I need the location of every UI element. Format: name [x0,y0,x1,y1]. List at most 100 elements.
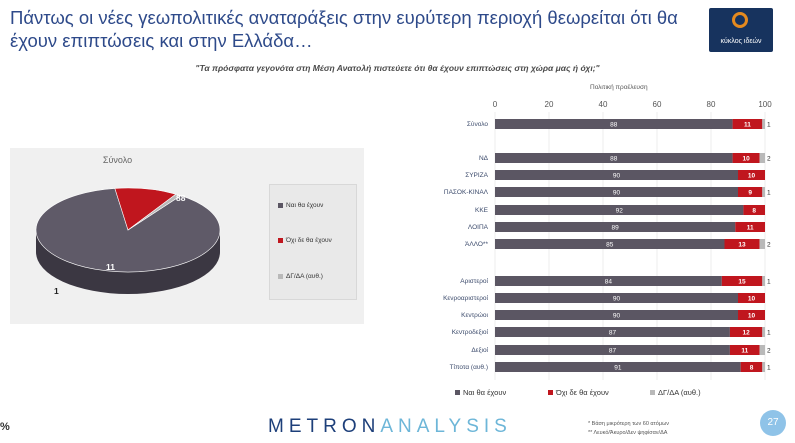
bar-legend-yes: Ναι θα έχουν [455,388,506,397]
pie-label-no: 11 [106,262,115,272]
bar-segment [495,222,736,232]
bar-value-label: 89 [612,225,620,232]
bar-segment [732,153,760,163]
bar-value-label: 1 [767,279,771,286]
bar-segment [759,153,765,163]
bar-value-label: 10 [748,296,756,303]
bar-value-label: 1 [767,122,771,129]
bar-segment [729,345,760,355]
bar-value-label: 88 [610,122,618,129]
pie-legend-no: Όχι δε θα έχουν [278,237,332,244]
bar-segment [495,119,733,129]
brand-part-2: ANALYSIS [380,416,512,437]
bar-segment [762,362,765,372]
bar-legend-swatch-yes [455,390,460,395]
row-label-centre: Κεντρώοι [461,312,488,319]
row-label-syriza: ΣΥΡΙΖΑ [465,172,488,179]
bar-segment [738,170,765,180]
brand-part-1: METRON [268,416,381,437]
bar-value-label: 88 [610,156,618,163]
row-label-total: Σύνολο [466,121,488,128]
bar-segment [495,153,733,163]
bar-value-label: 15 [738,279,746,286]
bar-value-label: 11 [744,122,751,129]
row-label-centre-left: Κενροαριστεροί [443,295,488,302]
bar-segment [495,239,725,249]
pie-legend: Ναι θα έχουν Όχι δε θα έχουν ΔΓ/ΔΑ (αυθ.… [269,184,357,300]
bar-value-label: 90 [613,190,621,197]
survey-question: "Τα πρόσφατα γεγονότα στη Μέση Ανατολή π… [195,63,600,73]
bar-legend-swatch-no [548,390,553,395]
pie-side-0 [36,230,220,294]
pie-title: Σύνολο [102,155,133,165]
logo-text: κύκλος ιδεών [720,38,762,45]
row-label-kke: ΚΚΕ [474,207,488,214]
legend-swatch-dk [278,274,283,279]
bar-value-label: 90 [613,313,621,320]
bar-segment [495,205,744,215]
bar-segment [495,327,730,337]
bar-value-label: 8 [750,365,754,372]
bar-value-label: 10 [742,156,750,163]
bar-legend-label-no: Όχι δε θα έχουν [556,388,609,397]
bar-value-label: 1 [767,330,771,337]
legend-swatch-no [278,238,283,243]
bar-legend-swatch-dk [650,390,655,395]
row-label-pasok: ΠΑΣΟΚ-ΚΙΝΑΛ [443,189,488,196]
bar-value-label: 1 [767,365,771,372]
bar-value-label: 11 [741,348,748,355]
bar-axis-title: Πολιτική προέλευση [590,84,648,91]
bar-segment [495,362,741,372]
footnote-1: * Βάση μικρότερη των 60 ατόμων [588,421,670,427]
bar-segment [495,170,738,180]
bar-segment [762,276,765,286]
bar-legend-dk: ΔΓ/ΔΑ (αυθ.) [650,388,701,397]
bar-segment [738,310,765,320]
bar-value-label: 1 [767,190,771,197]
legend-swatch-yes [278,203,283,208]
row-label-left: Αριστεροί [460,278,488,285]
bar-segment [762,119,765,129]
bar-segment [738,293,765,303]
slide-title: Πάντως οι νέες γεωπολιτικές αναταράξεις … [10,7,678,51]
bar-segment [495,276,722,286]
legend-label-yes: Ναι θα έχουν [286,202,324,209]
bar-legend-no: Όχι δε θα έχουν [548,388,609,397]
bar-value-label: 12 [742,330,750,337]
bar-segment [762,187,765,197]
x-tick-20: 20 [544,100,554,109]
bar-value-label: 84 [605,279,613,286]
row-label-loipa: ΛΟΙΠΑ [467,224,488,231]
bar-value-label: 13 [738,242,746,249]
bar-value-label: 87 [609,330,617,337]
bar-value-label: 9 [748,190,752,197]
kyklos-ideon-logo: κύκλος ιδεών [709,8,773,52]
bar-segment [729,327,763,337]
row-label-nothing: Τίποτα (αυθ.) [449,364,488,371]
bar-segment [759,345,765,355]
row-label-nd: ΝΔ [478,155,488,162]
bar-segment [762,327,765,337]
bar-segment [495,310,738,320]
x-tick-80: 80 [706,100,716,109]
bar-value-label: 10 [748,173,756,180]
bar-value-label: 90 [613,173,621,180]
percent-sign: % [0,421,10,433]
bar-segment [732,119,763,129]
bar-segment [743,205,765,215]
bar-value-label: 92 [616,208,624,215]
pie-legend-dk: ΔΓ/ΔΑ (αυθ.) [278,273,323,280]
pie-slice-2 [127,193,182,231]
bar-value-label: 2 [767,348,771,355]
legend-label-dk: ΔΓ/ΔΑ (αυθ.) [286,273,323,280]
page-number-badge: 27 [760,410,786,436]
row-label-centre-right: Κεντροδεξιοί [451,329,488,336]
x-tick-100: 100 [758,100,772,109]
row-label-allo: ΆΛΛΟ** [464,241,488,248]
pie-chart [35,187,221,294]
bar-segment [495,345,730,355]
pie-chart-panel: Σύνολο Ναι θα έχουν Όχι δε θα έχουν ΔΓ/Δ… [10,148,364,324]
bar-value-label: 91 [614,365,622,372]
bar-value-label: 11 [747,225,754,232]
bar-value-label: 85 [606,242,614,249]
